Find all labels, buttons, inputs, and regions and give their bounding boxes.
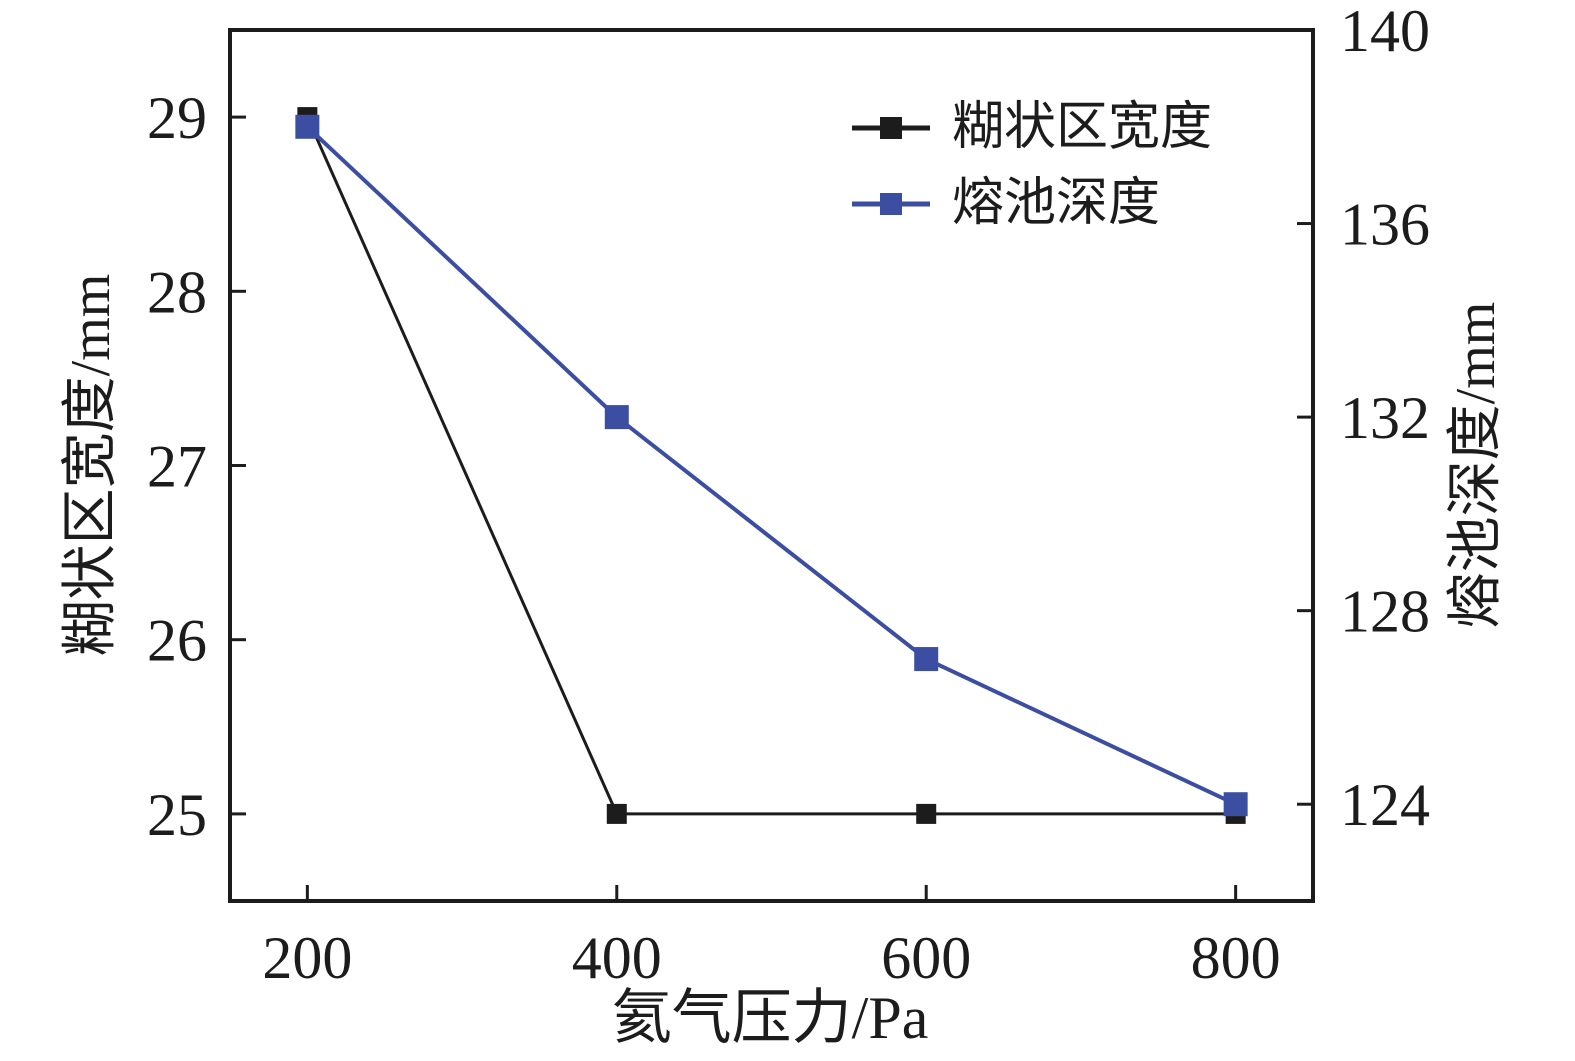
- left-y-tick-label: 28: [147, 259, 207, 325]
- data-point-marker: [1223, 792, 1248, 817]
- legend-label: 熔池深度: [952, 175, 1161, 232]
- data-point-marker: [916, 803, 937, 824]
- right-y-tick-label: 132: [1340, 385, 1430, 451]
- x-tick-label: 400: [572, 925, 662, 991]
- line-square-marker-icon: [852, 117, 930, 139]
- right-y-tick-label: 128: [1340, 579, 1430, 645]
- left-y-tick-label: 27: [147, 434, 207, 500]
- data-point-marker: [914, 647, 939, 672]
- x-tick-label: 200: [262, 925, 352, 991]
- x-tick-label: 600: [881, 925, 971, 991]
- legend-sample-marker: [880, 117, 902, 139]
- left-y-axis-title: 糊状区宽度/mm: [60, 273, 122, 657]
- legend-label: 糊状区宽度: [952, 99, 1213, 156]
- x-tick-label: 800: [1191, 925, 1281, 991]
- right-y-tick-label: 140: [1340, 0, 1430, 64]
- right-y-tick-label: 124: [1340, 772, 1430, 838]
- left-y-tick-label: 26: [147, 608, 207, 674]
- right-y-tick-label: 136: [1340, 192, 1430, 258]
- data-point-marker: [606, 803, 627, 824]
- legend-sample-marker: [880, 193, 902, 215]
- series-line-0: [305, 116, 1236, 816]
- right-y-axis-title: 熔池深度/mm: [1445, 301, 1507, 629]
- legend: 糊状区宽度 熔池深度: [852, 94, 1212, 238]
- data-point-marker: [295, 114, 320, 139]
- data-point-marker: [604, 405, 629, 430]
- x-axis-title: 氦气压力/Pa: [611, 985, 929, 1051]
- line-square-marker-icon: [852, 193, 930, 215]
- left-y-tick-label: 29: [147, 85, 207, 151]
- legend-item-mushy-zone-width: 糊状区宽度: [852, 94, 1212, 162]
- legend-item-melt-pool-depth: 熔池深度: [852, 170, 1212, 238]
- left-y-tick-label: 25: [147, 782, 207, 848]
- series-line-1: [305, 125, 1237, 807]
